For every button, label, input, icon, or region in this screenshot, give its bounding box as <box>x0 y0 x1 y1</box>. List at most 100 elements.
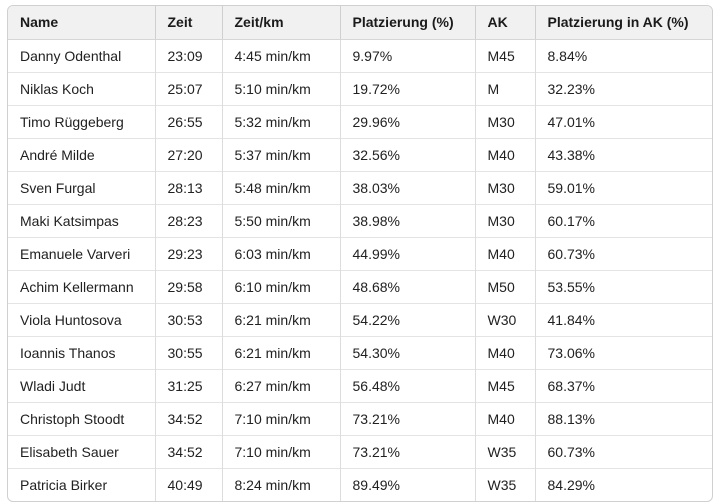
column-header-platzierung-ak: Platzierung in AK (%) <box>535 6 712 40</box>
table-row: Emanuele Varveri 29:23 6:03 min/km 44.99… <box>8 236 712 270</box>
cell-zeit: 27:20 <box>155 137 223 171</box>
cell-name: André Milde <box>8 137 156 171</box>
cell-ak: M40 <box>475 236 536 270</box>
table-row: Maki Katsimpas 28:23 5:50 min/km 38.98% … <box>8 203 712 237</box>
cell-platzierung: 9.97% <box>340 39 476 72</box>
column-header-name: Name <box>8 6 156 40</box>
cell-ak: M50 <box>475 269 536 303</box>
cell-platzierung: 56.48% <box>340 368 476 402</box>
cell-name: Timo Rüggeberg <box>8 104 156 138</box>
cell-platzierung: 73.21% <box>340 401 476 435</box>
cell-name: Christoph Stoodt <box>8 401 156 435</box>
cell-platzierung: 19.72% <box>340 71 476 105</box>
cell-ak: W30 <box>475 302 536 336</box>
cell-zeit: 31:25 <box>155 368 223 402</box>
cell-zeit-km: 6:27 min/km <box>222 368 341 402</box>
cell-ak: M30 <box>475 170 536 204</box>
cell-zeit-km: 4:45 min/km <box>222 39 341 72</box>
cell-platzierung: 73.21% <box>340 434 476 468</box>
cell-ak: M45 <box>475 368 536 402</box>
cell-platzierung: 29.96% <box>340 104 476 138</box>
cell-zeit-km: 6:21 min/km <box>222 302 341 336</box>
cell-platzierung-ak: 60.73% <box>535 236 712 270</box>
cell-ak: M30 <box>475 104 536 138</box>
cell-platzierung-ak: 43.38% <box>535 137 712 171</box>
cell-platzierung: 38.98% <box>340 203 476 237</box>
cell-platzierung: 54.22% <box>340 302 476 336</box>
cell-zeit: 29:23 <box>155 236 223 270</box>
cell-platzierung-ak: 59.01% <box>535 170 712 204</box>
cell-zeit: 30:53 <box>155 302 223 336</box>
cell-platzierung-ak: 32.23% <box>535 71 712 105</box>
table-row: Danny Odenthal 23:09 4:45 min/km 9.97% M… <box>8 39 712 72</box>
table-row: Sven Furgal 28:13 5:48 min/km 38.03% M30… <box>8 170 712 204</box>
cell-zeit: 29:58 <box>155 269 223 303</box>
results-table: Name Zeit Zeit/km Platzierung (%) AK Pla… <box>7 5 713 502</box>
cell-platzierung: 89.49% <box>340 467 476 501</box>
cell-ak: M45 <box>475 39 536 72</box>
cell-ak: M40 <box>475 137 536 171</box>
table-row: Viola Huntosova 30:53 6:21 min/km 54.22%… <box>8 302 712 336</box>
cell-name: Patricia Birker <box>8 467 156 501</box>
cell-platzierung-ak: 73.06% <box>535 335 712 369</box>
cell-zeit-km: 7:10 min/km <box>222 401 341 435</box>
cell-zeit-km: 5:50 min/km <box>222 203 341 237</box>
column-header-zeit: Zeit <box>155 6 223 40</box>
cell-ak: M <box>475 71 536 105</box>
cell-name: Viola Huntosova <box>8 302 156 336</box>
cell-zeit: 25:07 <box>155 71 223 105</box>
cell-name: Maki Katsimpas <box>8 203 156 237</box>
table-row: Achim Kellermann 29:58 6:10 min/km 48.68… <box>8 269 712 303</box>
cell-name: Niklas Koch <box>8 71 156 105</box>
header-row: Name Zeit Zeit/km Platzierung (%) AK Pla… <box>8 6 712 40</box>
table-row: André Milde 27:20 5:37 min/km 32.56% M40… <box>8 137 712 171</box>
cell-zeit: 28:23 <box>155 203 223 237</box>
cell-platzierung-ak: 41.84% <box>535 302 712 336</box>
table-row: Timo Rüggeberg 26:55 5:32 min/km 29.96% … <box>8 104 712 138</box>
table-row: Elisabeth Sauer 34:52 7:10 min/km 73.21%… <box>8 434 712 468</box>
table-row: Christoph Stoodt 34:52 7:10 min/km 73.21… <box>8 401 712 435</box>
cell-platzierung: 32.56% <box>340 137 476 171</box>
cell-platzierung-ak: 68.37% <box>535 368 712 402</box>
table-header: Name Zeit Zeit/km Platzierung (%) AK Pla… <box>8 6 712 40</box>
cell-platzierung-ak: 8.84% <box>547 47 588 64</box>
cell-platzierung-ak: 60.73% <box>535 434 712 468</box>
race-results-table: Name Zeit Zeit/km Platzierung (%) AK Pla… <box>8 6 712 501</box>
cell-zeit: 34:52 <box>155 434 223 468</box>
column-header-platzierung: Platzierung (%) <box>340 6 476 40</box>
cell-platzierung: 48.68% <box>340 269 476 303</box>
cell-name: Danny Odenthal <box>8 39 156 72</box>
cell-zeit: 23:09 <box>155 39 223 72</box>
cell-platzierung-ak: 88.13% <box>535 401 712 435</box>
table-row: Ioannis Thanos 30:55 6:21 min/km 54.30% … <box>8 335 712 369</box>
cell-zeit-km: 6:10 min/km <box>222 269 341 303</box>
cell-platzierung-ak: 53.55% <box>535 269 712 303</box>
cell-zeit: 40:49 <box>155 467 223 501</box>
table-row: Patricia Birker 40:49 8:24 min/km 89.49%… <box>8 467 712 501</box>
cell-ak: M40 <box>475 401 536 435</box>
cell-platzierung: 38.03% <box>340 170 476 204</box>
cell-name: Sven Furgal <box>8 170 156 204</box>
cell-zeit-km: 5:32 min/km <box>222 104 341 138</box>
cell-ak: M30 <box>475 203 536 237</box>
cell-zeit-km: 6:21 min/km <box>222 335 341 369</box>
cell-platzierung: 54.30% <box>340 335 476 369</box>
cell-platzierung-ak: 60.17% <box>535 203 712 237</box>
cell-zeit: 28:13 <box>155 170 223 204</box>
table-row: Wladi Judt 31:25 6:27 min/km 56.48% M45 … <box>8 368 712 402</box>
cell-name: Elisabeth Sauer <box>8 434 156 468</box>
table-row: Niklas Koch 25:07 5:10 min/km 19.72% M 3… <box>8 71 712 105</box>
cell-platzierung-ak: 47.01% <box>535 104 712 138</box>
cell-name: Wladi Judt <box>8 368 156 402</box>
cell-platzierung: 44.99% <box>340 236 476 270</box>
cell-zeit-km: 6:03 min/km <box>222 236 341 270</box>
cell-ak: W35 <box>475 434 536 468</box>
cell-name: Ioannis Thanos <box>8 335 156 369</box>
cell-zeit-km: 5:37 min/km <box>222 137 341 171</box>
cell-zeit-km: 5:10 min/km <box>222 71 341 105</box>
cell-zeit: 30:55 <box>155 335 223 369</box>
cell-ak: M40 <box>475 335 536 369</box>
cell-platzierung-ak: 84.29% <box>535 467 712 501</box>
column-header-ak: AK <box>475 6 536 40</box>
cell-name: Achim Kellermann <box>8 269 156 303</box>
